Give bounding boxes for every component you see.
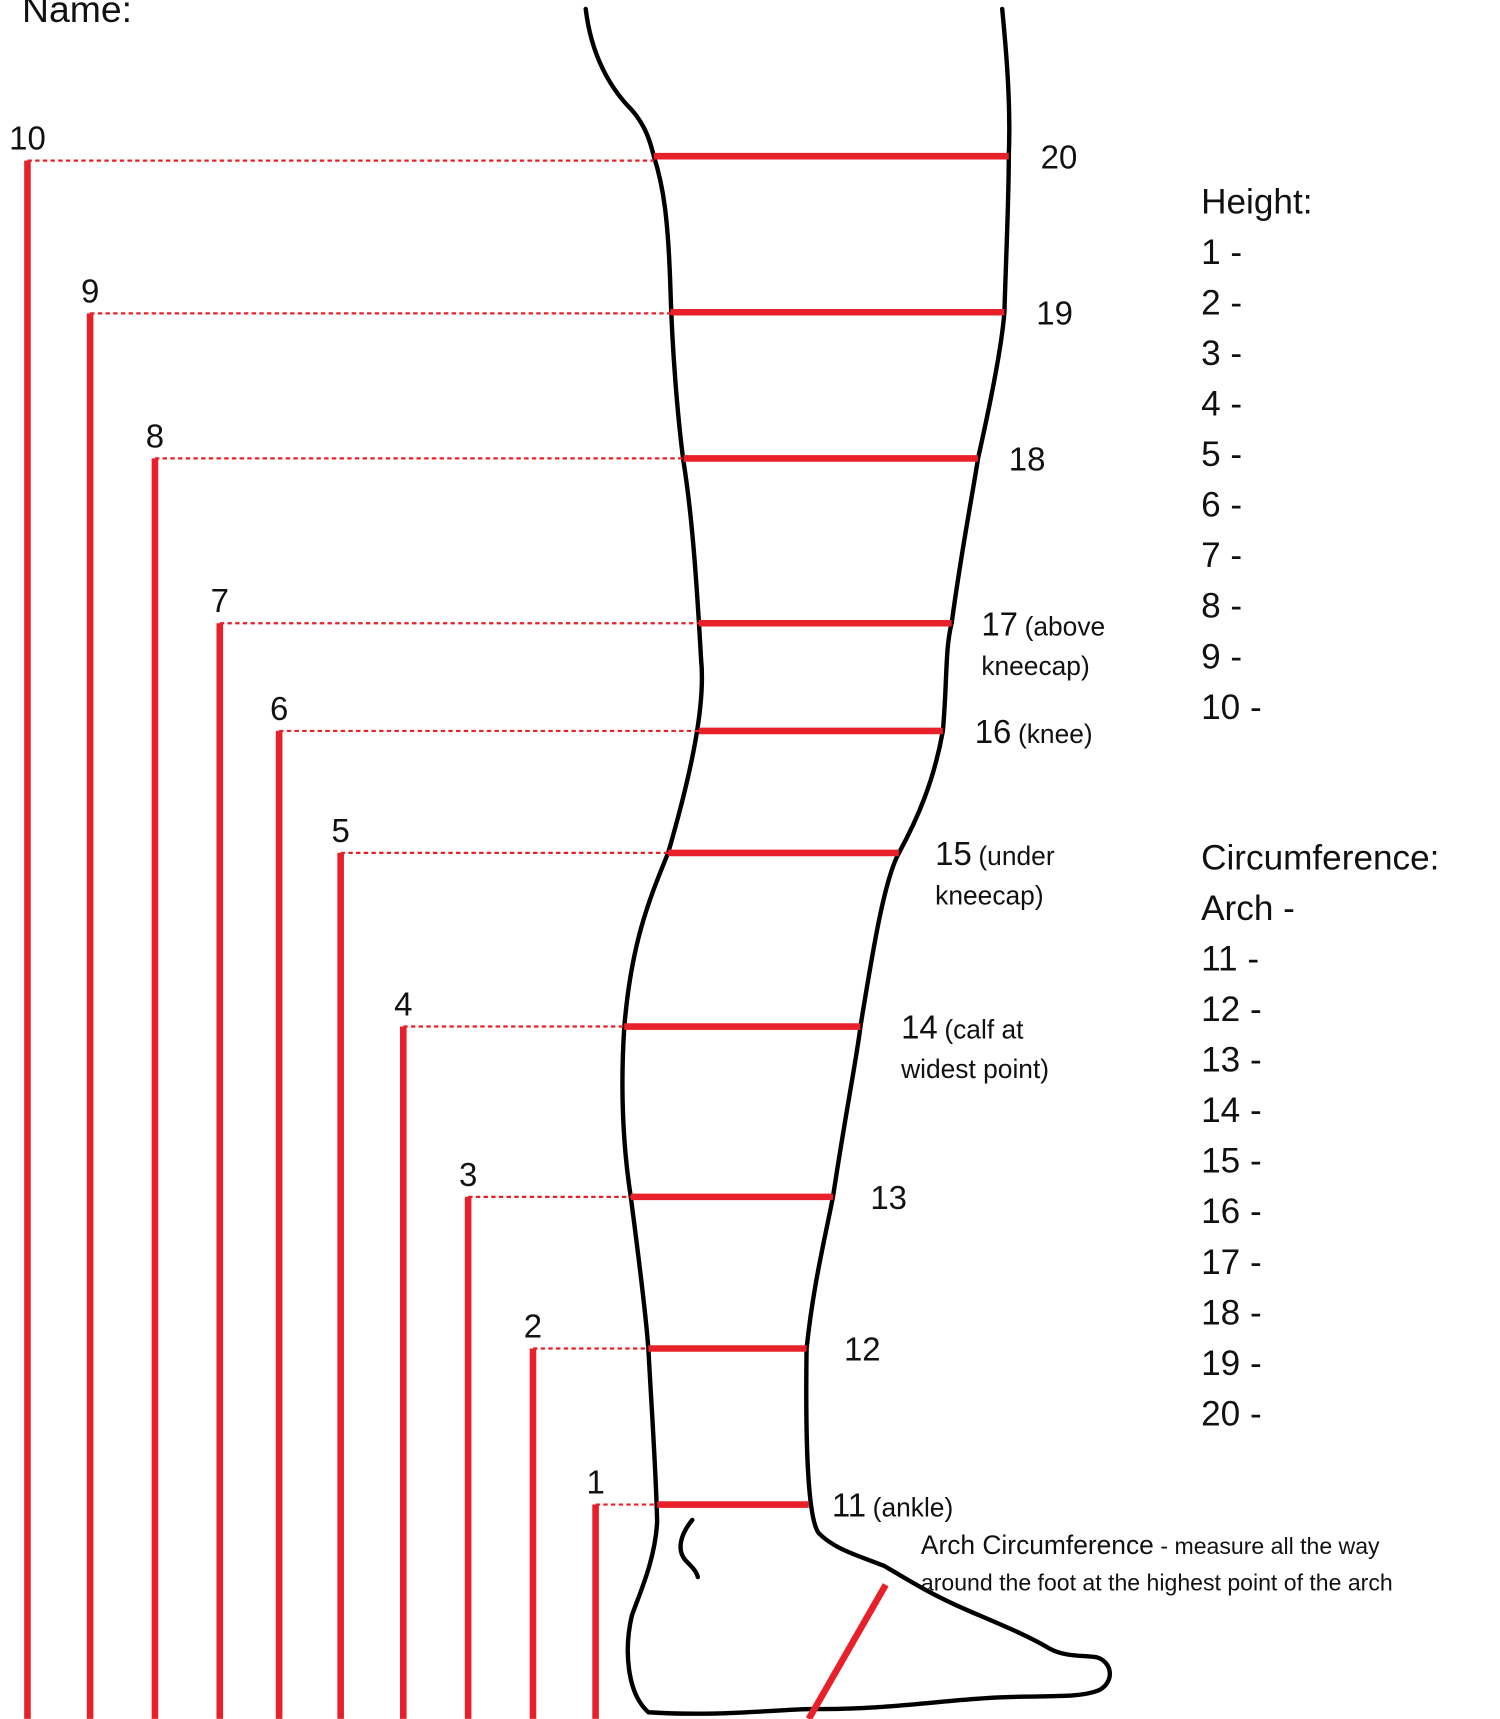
list-item: 1 - [1201,233,1242,272]
list-item: 8 - [1201,587,1242,626]
list-item: 18 - [1201,1293,1262,1332]
list-item: 9 - [1201,637,1242,676]
height-marker-label: 9 [81,272,99,309]
list-item: 5 - [1201,435,1242,474]
height-marker-label: 2 [524,1308,542,1345]
ankle-crease [681,1520,698,1577]
list-item: 11 - [1201,939,1259,978]
circumference-number: 19 [1036,294,1073,331]
list-item: 2 - [1201,283,1242,322]
height-marker-label: 10 [9,120,46,157]
height-marker-label: 8 [146,417,164,454]
circumference-note: (calf at [944,1015,1024,1045]
circumference-number: 12 [844,1331,881,1368]
circumference-label: 19 [1036,294,1073,331]
name-label: Name: [22,0,132,30]
list-item: 19 - [1201,1344,1262,1383]
list-heading: Circumference: [1201,838,1439,877]
list-heading: Height: [1201,182,1312,221]
circumference-number: 11 [832,1487,866,1524]
list-item: 20 - [1201,1394,1262,1433]
circumference-label: 20 [1041,138,1078,175]
leg-measurement-diagram: Name: 1234567891011(ankle)121314(calf at… [0,0,1500,1719]
list-item: 4 - [1201,385,1242,424]
list-item: 16 - [1201,1192,1262,1231]
arch-measure-line [809,1585,886,1719]
circumference-number: 17 [981,605,1018,642]
list-item: 3 - [1201,334,1242,373]
list-item: 13 - [1201,1041,1262,1080]
circumference-label: 16(knee) [975,713,1093,750]
list-item: 15 - [1201,1142,1262,1181]
circumference-number: 13 [870,1179,907,1216]
list-item: 14 - [1201,1091,1262,1130]
circumference-label: 18 [1009,440,1046,477]
circumference-number: 20 [1041,138,1078,175]
circumference-number: 14 [901,1009,938,1046]
arch-note-text: - measure all the way [1160,1533,1380,1559]
page: Name: 1234567891011(ankle)121314(calf at… [0,0,1500,1719]
list-item: 6 - [1201,486,1242,525]
circumference-number: 16 [975,713,1012,750]
circumference-note: widest point) [900,1054,1049,1084]
height-marker-label: 3 [459,1156,477,1193]
list-item: 7 - [1201,536,1242,575]
circumference-note: (knee) [1018,719,1093,749]
circumference-label: 13 [870,1179,907,1216]
circumference-label: 11(ankle) [832,1487,953,1524]
circumference-note: kneecap) [981,651,1089,681]
height-marker-label: 1 [586,1464,604,1501]
arch-note-title: Arch Circumference [921,1530,1154,1560]
height-marker-label: 7 [211,582,229,619]
list-item: 12 - [1201,990,1262,1029]
circumference-note: (ankle) [873,1493,954,1523]
circumference-note: (above [1025,611,1106,641]
arch-note-text: around the foot at the highest point of … [921,1569,1393,1595]
circumference-number: 15 [935,835,972,872]
circumference-note: (under [978,841,1054,871]
circumference-label: 15(under [935,835,1055,872]
circumference-note: kneecap) [935,881,1043,911]
circumference-label: 17(above [981,605,1105,642]
height-marker-label: 5 [331,812,349,849]
arch-note: Arch Circumference- measure all the way [921,1530,1380,1560]
height-marker-label: 4 [394,986,412,1023]
list-item: 10 - [1201,688,1262,727]
list-item: 17 - [1201,1243,1262,1282]
circumference-label: 14(calf at [901,1009,1024,1046]
circumference-label: 12 [844,1331,881,1368]
list-item: Arch - [1201,889,1295,928]
height-marker-label: 6 [270,690,288,727]
circumference-number: 18 [1009,440,1046,477]
